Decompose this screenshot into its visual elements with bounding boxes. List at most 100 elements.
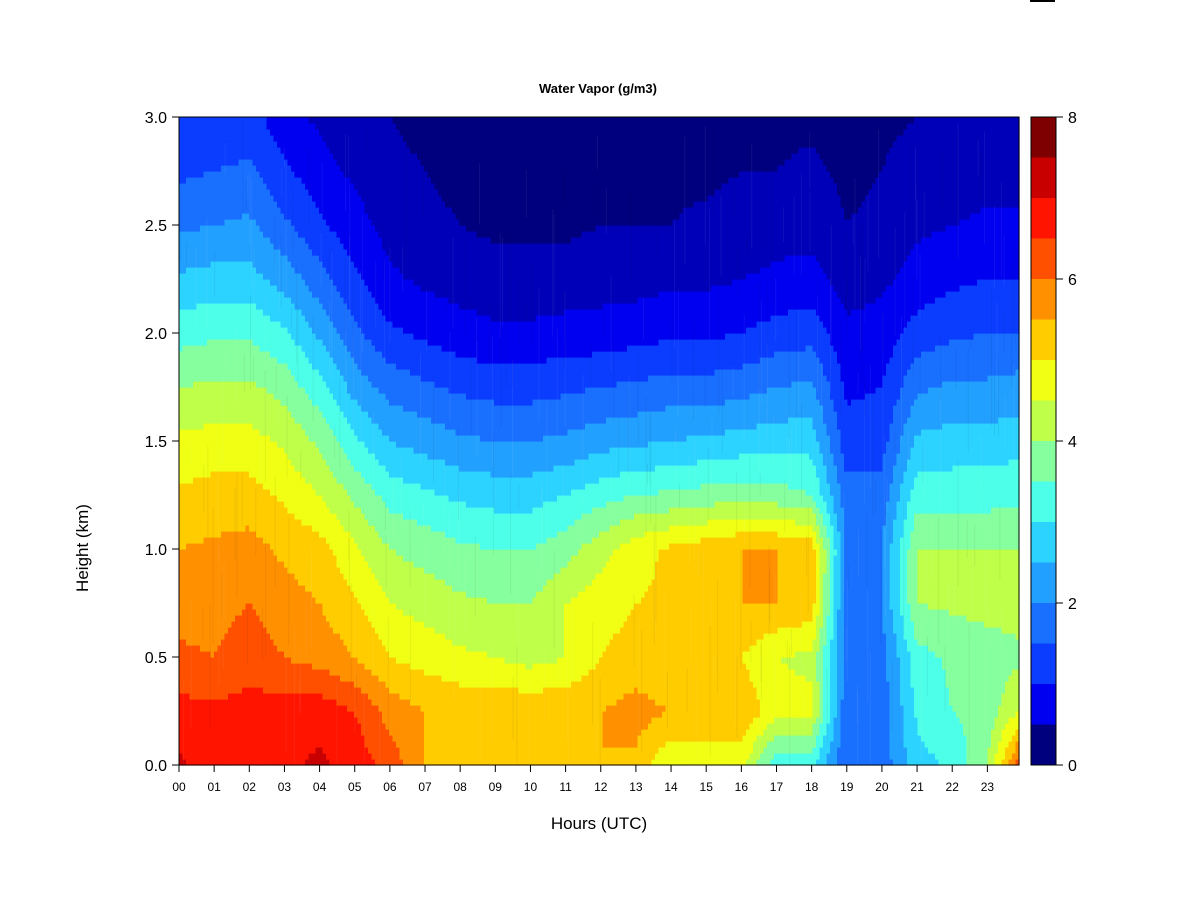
heatmap-cell bbox=[291, 345, 295, 352]
heatmap-cell bbox=[200, 309, 204, 316]
heatmap-cell bbox=[274, 351, 278, 358]
heatmap-cell bbox=[312, 753, 316, 760]
heatmap-cell bbox=[214, 135, 218, 142]
heatmap-cell bbox=[333, 585, 337, 592]
heatmap-cell bbox=[214, 747, 218, 754]
heatmap-cell bbox=[298, 537, 302, 544]
heatmap-cell bbox=[218, 525, 222, 532]
heatmap-cell bbox=[288, 561, 292, 568]
heatmap-cell bbox=[333, 159, 337, 166]
heatmap-cell bbox=[291, 555, 295, 562]
heatmap-cell bbox=[232, 411, 236, 418]
heatmap-cell bbox=[281, 603, 285, 610]
heatmap-cell bbox=[242, 609, 246, 616]
heatmap-cell bbox=[267, 711, 271, 718]
heatmap-cell bbox=[333, 177, 337, 184]
heatmap-cell bbox=[186, 183, 190, 190]
heatmap-cell bbox=[263, 183, 267, 190]
heatmap-cell bbox=[253, 675, 257, 682]
heatmap-cell bbox=[183, 537, 187, 544]
heatmap-cell bbox=[340, 681, 344, 688]
heatmap-cell bbox=[235, 465, 239, 472]
heatmap-cell bbox=[211, 273, 215, 280]
heatmap-cell bbox=[211, 231, 215, 238]
heatmap-cell bbox=[337, 633, 341, 640]
heatmap-cell bbox=[190, 327, 194, 334]
heatmap-cell bbox=[253, 345, 257, 352]
heatmap-cell bbox=[267, 621, 271, 628]
heatmap-cell bbox=[179, 297, 183, 304]
heatmap-cell bbox=[204, 615, 208, 622]
heatmap-cell bbox=[246, 213, 250, 220]
heatmap-cell bbox=[298, 417, 302, 424]
heatmap-cell bbox=[309, 333, 313, 340]
heatmap-cell bbox=[295, 717, 299, 724]
heatmap-cell bbox=[305, 351, 309, 358]
heatmap-cell bbox=[326, 657, 330, 664]
heatmap-cell bbox=[260, 285, 264, 292]
heatmap-cell bbox=[190, 405, 194, 412]
heatmap-cell bbox=[337, 309, 341, 316]
heatmap-cell bbox=[193, 195, 197, 202]
heatmap-cell bbox=[214, 219, 218, 226]
heatmap-cell bbox=[291, 573, 295, 580]
heatmap-cell bbox=[256, 177, 260, 184]
heatmap-cell bbox=[323, 285, 327, 292]
heatmap-cell bbox=[235, 231, 239, 238]
heatmap-cell bbox=[319, 555, 323, 562]
heatmap-cell bbox=[190, 711, 194, 718]
heatmap-cell bbox=[295, 453, 299, 460]
heatmap-cell bbox=[323, 411, 327, 418]
heatmap-cell bbox=[183, 315, 187, 322]
heatmap-cell bbox=[249, 453, 253, 460]
heatmap-cell bbox=[221, 705, 225, 712]
heatmap-cell bbox=[291, 129, 295, 136]
heatmap-cell bbox=[207, 243, 211, 250]
heatmap-cell bbox=[204, 585, 208, 592]
heatmap-cell bbox=[221, 333, 225, 340]
heatmap-cell bbox=[309, 453, 313, 460]
heatmap-cell bbox=[270, 423, 274, 430]
heatmap-cell bbox=[214, 453, 218, 460]
heatmap-cell bbox=[288, 603, 292, 610]
heatmap-cell bbox=[207, 747, 211, 754]
heatmap-cell bbox=[183, 441, 187, 448]
heatmap-cell bbox=[277, 681, 281, 688]
heatmap-cell bbox=[207, 381, 211, 388]
heatmap-cell bbox=[281, 429, 285, 436]
heatmap-cell bbox=[267, 405, 271, 412]
heatmap-cell bbox=[197, 633, 201, 640]
heatmap-cell bbox=[253, 453, 257, 460]
heatmap-cell bbox=[288, 735, 292, 742]
heatmap-cell bbox=[330, 585, 334, 592]
heatmap-cell bbox=[260, 183, 264, 190]
heatmap-cell bbox=[263, 657, 267, 664]
heatmap-cell bbox=[228, 435, 232, 442]
heatmap-cell bbox=[183, 531, 187, 538]
heatmap-cell bbox=[323, 465, 327, 472]
heatmap-cell bbox=[330, 519, 334, 526]
heatmap-cell bbox=[267, 387, 271, 394]
heatmap-cell bbox=[267, 651, 271, 658]
heatmap-cell bbox=[281, 669, 285, 676]
heatmap-cell bbox=[323, 579, 327, 586]
heatmap-cell bbox=[218, 471, 222, 478]
heatmap-cell bbox=[246, 375, 250, 382]
heatmap-cell bbox=[232, 345, 236, 352]
heatmap-cell bbox=[214, 687, 218, 694]
heatmap-cell bbox=[326, 279, 330, 286]
heatmap-cell bbox=[330, 717, 334, 724]
heatmap-cell bbox=[242, 213, 246, 220]
heatmap-cell bbox=[193, 723, 197, 730]
heatmap-cell bbox=[193, 711, 197, 718]
heatmap-cell bbox=[295, 147, 299, 154]
heatmap-cell bbox=[298, 141, 302, 148]
heatmap-cell bbox=[225, 177, 229, 184]
heatmap-cell bbox=[333, 363, 337, 370]
heatmap-cell bbox=[179, 699, 183, 706]
heatmap-cell bbox=[305, 417, 309, 424]
heatmap-cell bbox=[232, 639, 236, 646]
heatmap-cell bbox=[263, 549, 267, 556]
heatmap-cell bbox=[281, 585, 285, 592]
heatmap-cell bbox=[323, 591, 327, 598]
